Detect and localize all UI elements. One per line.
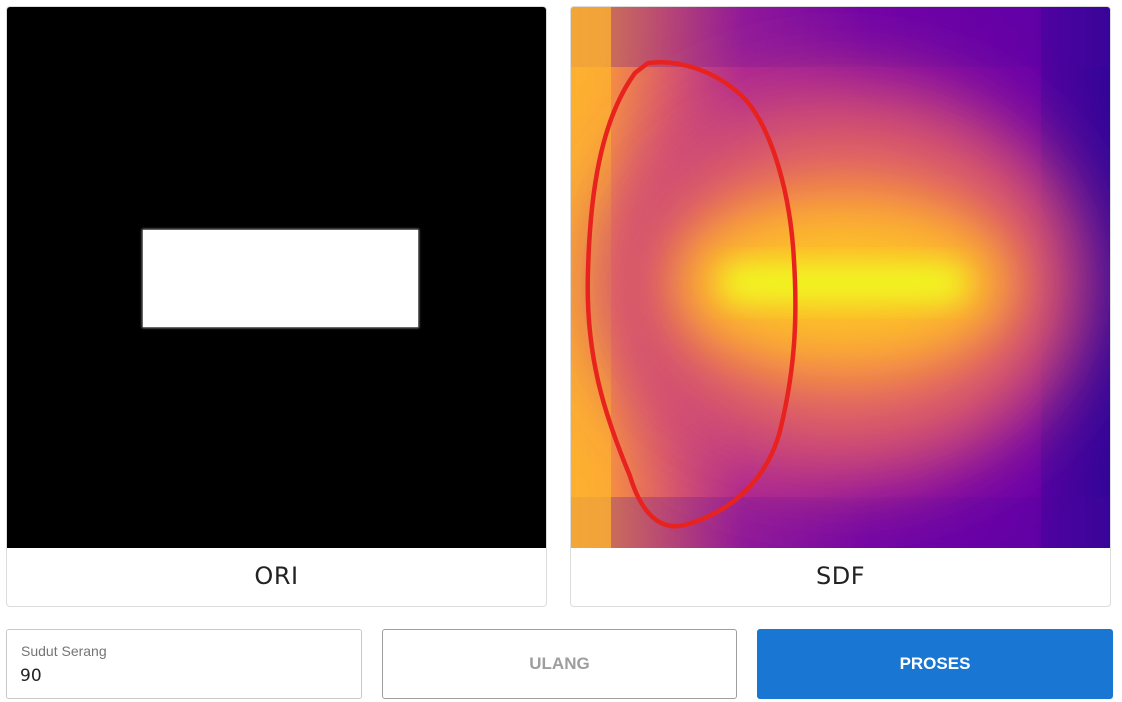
ori-panel: ORI (6, 6, 547, 607)
ori-image (7, 7, 546, 548)
angle-input-group: Sudut Serang (6, 629, 362, 699)
reset-button[interactable]: ULANG (382, 629, 737, 699)
angle-input-label: Sudut Serang (21, 643, 107, 659)
sdf-panel-label: SDF (815, 562, 866, 590)
process-button[interactable]: PROSES (757, 629, 1113, 699)
angle-input[interactable] (20, 664, 340, 688)
sdf-panel: SDF (570, 6, 1111, 607)
white-rectangle-shape (143, 230, 418, 327)
ori-panel-label: ORI (254, 562, 299, 590)
sdf-image (571, 7, 1110, 548)
